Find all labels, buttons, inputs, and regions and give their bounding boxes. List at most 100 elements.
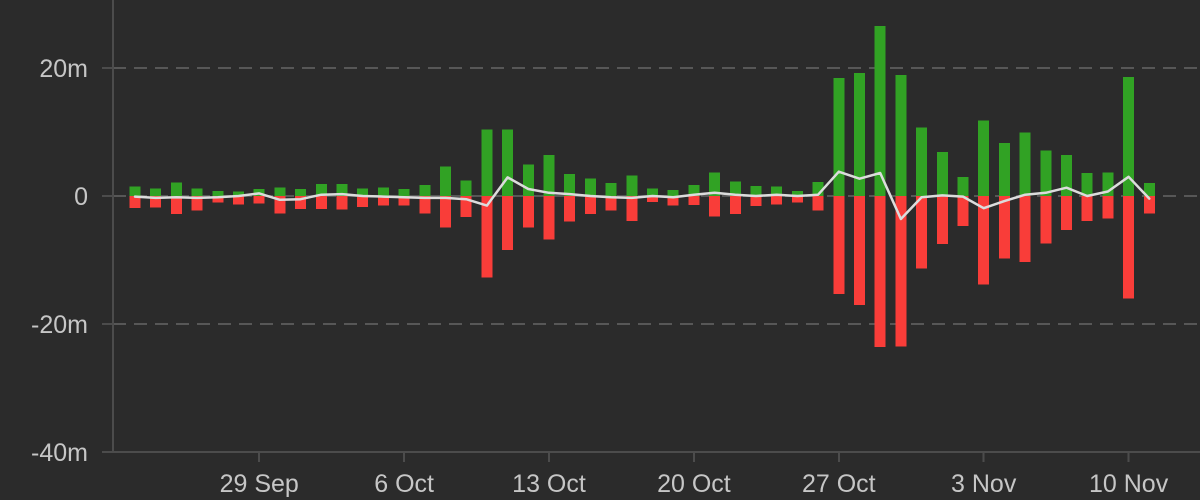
inflow-bar[interactable] [688,185,700,196]
inflow-bar[interactable] [998,142,1010,196]
inflow-bar[interactable] [1019,132,1031,196]
inflow-bar[interactable] [1102,172,1114,196]
outflow-bar[interactable] [833,196,845,294]
inflow-bar[interactable] [274,187,286,196]
inflow-bar[interactable] [667,190,679,196]
inflow-bar[interactable] [916,127,928,197]
outflow-bar[interactable] [543,196,555,240]
outflow-bar[interactable] [440,196,451,228]
outflow-bar[interactable] [791,196,803,203]
inflow-bar[interactable] [729,181,741,196]
inflow-bar[interactable] [957,176,969,196]
outflow-bar[interactable] [1081,196,1093,221]
outflow-bar[interactable] [750,196,762,207]
outflow-bar[interactable] [854,196,865,305]
inflow-bar[interactable] [584,178,596,196]
inflow-bar[interactable] [1123,77,1135,196]
inflow-bar[interactable] [626,175,638,197]
inflow-bar[interactable] [543,155,555,196]
outflow-bar[interactable] [357,196,369,207]
outflow-bar[interactable] [129,196,141,209]
inflow-bar[interactable] [647,188,658,196]
outflow-bar[interactable] [1143,196,1155,214]
outflow-bar[interactable] [667,196,679,206]
outflow-bar[interactable] [377,196,389,206]
inflow-bar[interactable] [440,166,451,196]
outflow-bar[interactable] [1019,196,1031,262]
outflow-bar[interactable] [1123,196,1135,299]
inflow-bar[interactable] [1081,173,1093,196]
inflow-bar[interactable] [791,190,803,196]
inflow-bar[interactable] [170,182,182,196]
inflow-bar[interactable] [460,180,472,196]
outflow-bar[interactable] [584,196,596,214]
outflow-bar[interactable] [605,196,617,211]
inflow-bar[interactable] [233,191,244,197]
inflow-bar[interactable] [129,186,141,196]
inflow-bar[interactable] [895,75,907,196]
inflow-bar[interactable] [398,189,410,196]
outflow-bar[interactable] [274,196,286,214]
outflow-bar[interactable] [564,196,576,222]
inflow-bar[interactable] [1143,183,1155,196]
outflow-bar[interactable] [522,196,534,228]
inflow-bar[interactable] [833,78,845,196]
inflow-bar[interactable] [377,187,389,196]
inflow-bar[interactable] [854,73,865,196]
inflow-bar[interactable] [771,186,783,196]
inflow-bar[interactable] [1061,155,1072,196]
inflow-bar[interactable] [502,129,514,196]
outflow-bar[interactable] [398,196,410,206]
inflow-bar[interactable] [874,25,886,196]
outflow-bar[interactable] [253,196,265,204]
outflow-bar[interactable] [295,196,307,209]
inflow-bar[interactable] [315,183,327,196]
outflow-bar[interactable] [957,196,969,227]
inflow-bar[interactable] [150,188,162,196]
outflow-bar[interactable] [647,196,658,202]
outflow-bar[interactable] [460,196,472,218]
outflow-bar[interactable] [481,196,493,278]
outflow-bar[interactable] [812,196,824,211]
inflow-bar[interactable] [522,164,534,196]
outflow-bar[interactable] [978,196,990,285]
inflow-bar[interactable] [605,183,617,196]
inflow-bar[interactable] [812,181,824,196]
outflow-bar[interactable] [729,196,741,214]
outflow-bar[interactable] [1061,196,1072,230]
outflow-bar[interactable] [936,196,948,244]
inflow-bar[interactable] [419,185,431,196]
inflow-bar[interactable] [978,120,990,197]
outflow-bar[interactable] [874,196,886,347]
outflow-bar[interactable] [771,196,783,205]
outflow-bar[interactable] [998,196,1010,259]
outflow-bar[interactable] [212,196,224,203]
outflow-bar[interactable] [150,196,162,208]
inflow-bar[interactable] [750,185,762,196]
outflow-bar[interactable] [315,196,327,209]
outflow-bar[interactable] [895,196,907,347]
outflow-bar[interactable] [233,196,244,205]
inflow-bar[interactable] [1040,150,1052,196]
outflow-bar[interactable] [1102,196,1114,219]
net-flow-line[interactable] [133,170,1151,221]
outflow-bar[interactable] [502,196,514,250]
inflow-bar[interactable] [336,183,348,196]
outflow-bar[interactable] [626,196,638,221]
inflow-bar[interactable] [564,174,576,196]
outflow-bar[interactable] [688,196,700,205]
outflow-bar[interactable] [916,196,928,269]
inflow-bar[interactable] [936,151,948,196]
outflow-bar[interactable] [1040,196,1052,244]
inflow-bar[interactable] [212,190,224,196]
inflow-bar[interactable] [295,189,307,196]
inflow-bar[interactable] [191,188,203,196]
outflow-bar[interactable] [191,196,203,211]
inflow-bar[interactable] [357,188,369,196]
inflow-bar[interactable] [709,172,721,196]
outflow-bar[interactable] [336,196,348,210]
outflow-bar[interactable] [709,196,721,217]
inflow-bar[interactable] [481,129,493,196]
outflow-bar[interactable] [170,196,182,214]
